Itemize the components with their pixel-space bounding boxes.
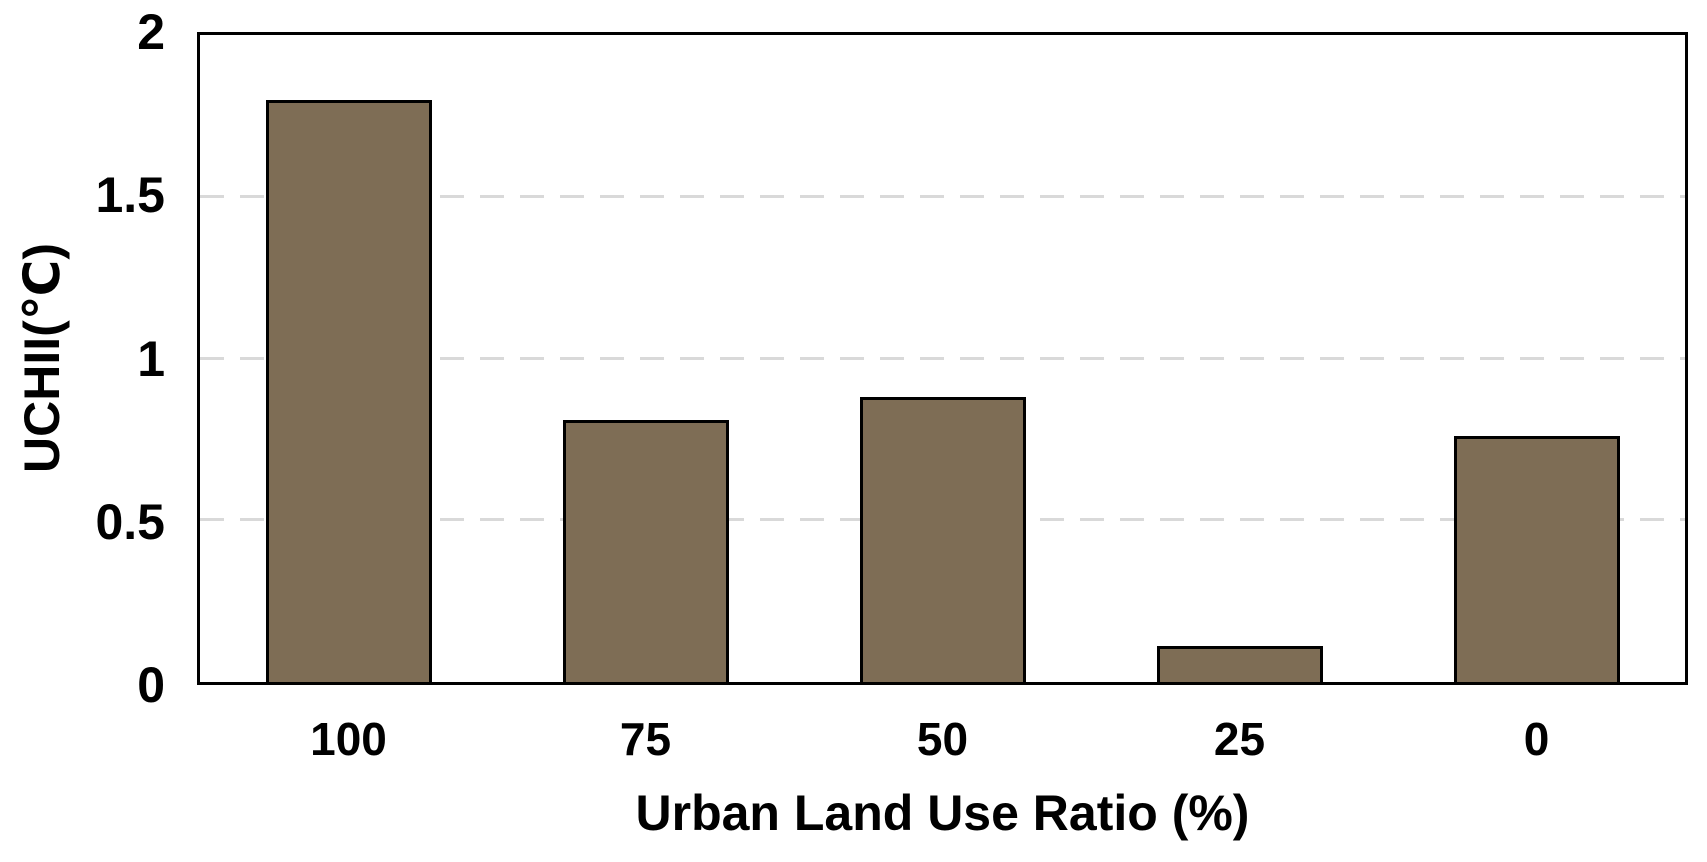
y-axis-ticks: 0 0.5 1 1.5 2 <box>0 7 165 710</box>
x-tick-label-50: 50 <box>916 713 969 765</box>
x-tick-label-25: 25 <box>1213 713 1266 765</box>
x-axis-ticks: 100 75 50 25 0 <box>200 712 1685 772</box>
x-axis-title: Urban Land Use Ratio (%) <box>635 785 1250 841</box>
y-tick-label-1: 1 <box>137 330 165 387</box>
y-tick-label-0: 0 <box>137 657 165 713</box>
y-tick-label-2: 2 <box>137 4 165 60</box>
y-tick-label-0.5: 0.5 <box>95 493 165 550</box>
bar-50 <box>860 397 1026 682</box>
bar-100 <box>266 100 432 682</box>
bar-25 <box>1157 646 1323 682</box>
gridline-1.5 <box>200 194 1685 198</box>
x-tick-label-100: 100 <box>310 713 387 765</box>
plot-area <box>197 32 1688 685</box>
x-tick-label-0: 0 <box>1523 713 1550 765</box>
x-tick-label-75: 75 <box>619 713 672 765</box>
bar-0 <box>1454 436 1620 682</box>
gridline-1 <box>200 356 1685 360</box>
y-tick-label-1.5: 1.5 <box>95 167 165 224</box>
bar-75 <box>563 420 729 682</box>
